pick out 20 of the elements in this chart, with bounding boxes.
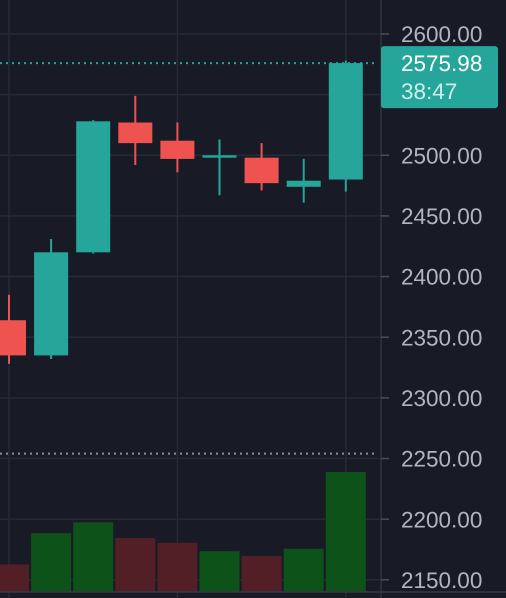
ref-line-label: 2575.98 — [401, 51, 482, 76]
y-tick-label: 2350.00 — [401, 325, 482, 350]
bar — [200, 551, 240, 592]
y-tick-label: 2250.00 — [401, 446, 482, 472]
bar — [31, 533, 72, 592]
y-tick-label: 2600.00 — [401, 22, 482, 48]
y-tick-label: 2200.00 — [401, 507, 482, 532]
text: 38:47 — [401, 79, 458, 104]
bar — [73, 522, 114, 592]
y-tick-label: 2400.00 — [401, 264, 482, 290]
candlestick — [286, 158, 321, 204]
y-tick-label: 2450.00 — [401, 204, 482, 230]
bar — [157, 542, 198, 592]
bar — [242, 556, 282, 592]
bar — [284, 548, 324, 592]
y-tick-label: 2300.00 — [401, 386, 482, 411]
y-tick-label: 2500.00 — [401, 143, 482, 168]
bar — [115, 538, 156, 592]
bar — [326, 472, 366, 592]
y-tick-label: 2150.00 — [401, 568, 482, 593]
